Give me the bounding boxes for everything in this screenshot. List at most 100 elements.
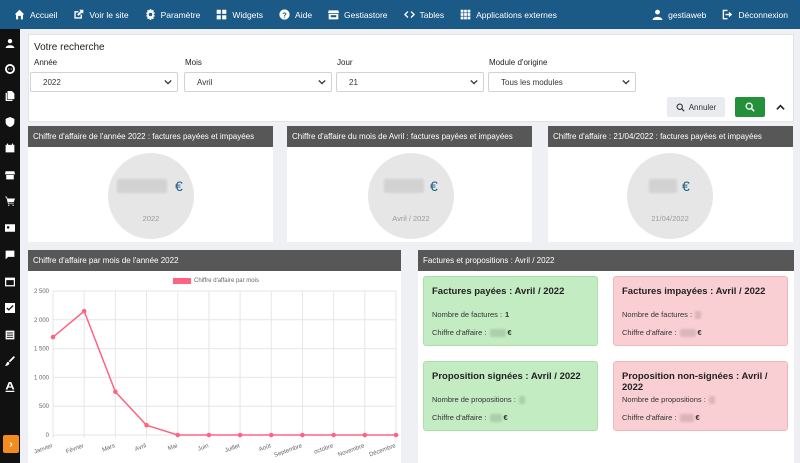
search-panel: Votre recherche Année 2022 Mois Avril Jo… (28, 34, 794, 122)
currency-symbol: € (175, 178, 183, 194)
factures-card: Factures et propositions : Avril / 2022 … (418, 250, 794, 463)
x-tick-label: octobre (313, 443, 334, 456)
count-value: 1 (505, 310, 510, 319)
search-button[interactable] (735, 97, 765, 117)
currency-symbol: € (430, 178, 438, 194)
jour-select[interactable]: 21 (336, 72, 484, 92)
redacted-count (695, 310, 702, 319)
apps-grid-icon (460, 9, 471, 20)
chevron-down-icon (164, 79, 172, 85)
text-format-icon[interactable] (4, 381, 16, 393)
nav-label: Gestiastore (344, 9, 388, 20)
data-point (50, 334, 56, 340)
count-line: Nombre de factures : 1 (432, 310, 509, 319)
count-line: Nombre de factures : (622, 310, 703, 319)
y-tick-label: 0 (46, 433, 50, 439)
nav-label: Aide (295, 9, 313, 20)
cart-icon[interactable] (4, 195, 16, 207)
store-icon (328, 10, 340, 20)
ca-line: Chiffre d'affaire : € (432, 413, 508, 422)
documents-icon[interactable] (4, 90, 16, 102)
window-icon[interactable] (4, 276, 16, 288)
count-line: Nombre de propositions : (622, 395, 717, 404)
period-label: 21/04/2022 (651, 214, 689, 223)
count-label: Nombre de propositions : (622, 395, 706, 404)
nav-user[interactable]: gestiaweb (644, 0, 714, 29)
annee-value: 2022 (43, 77, 61, 87)
count-label: Nombre de factures : (622, 310, 693, 319)
search-icon (745, 102, 755, 112)
legend-swatch (173, 278, 191, 284)
y-tick-label: 500 (39, 404, 50, 410)
nav-gestiastore[interactable]: Gestiastore (320, 0, 395, 29)
y-tick-label: 1 000 (34, 375, 50, 381)
nav-label: Voir le site (89, 9, 129, 20)
stat-card-month: Chiffre d'affaire du mois de Avril : fac… (287, 126, 532, 242)
nav-parametre[interactable]: Paramètre (137, 0, 209, 29)
chevron-down-icon (318, 79, 326, 85)
nav-label: Widgets (232, 9, 264, 20)
sidebar-expand-button[interactable]: › (3, 435, 19, 453)
external-link-icon (74, 9, 84, 19)
mois-select[interactable]: Avril (184, 72, 332, 92)
module-label: Module d'origine (489, 58, 548, 67)
card-title: Chiffre d'affaire du mois de Avril : fac… (287, 126, 532, 147)
brush-icon[interactable] (4, 355, 16, 367)
checkbox-icon[interactable] (4, 302, 16, 314)
chat-icon[interactable] (4, 249, 16, 261)
count-label: Nombre de propositions : (432, 395, 516, 404)
search-icon (676, 103, 685, 112)
face-icon[interactable] (4, 63, 16, 75)
nav-user-label: gestiaweb (668, 9, 707, 20)
nav-aide[interactable]: ? Aide (271, 0, 320, 29)
nav-tables[interactable]: Tables (396, 0, 453, 29)
collapse-button[interactable] (774, 101, 786, 113)
nav-applications-externes[interactable]: Applications externes (452, 0, 565, 29)
nav-label: Déconnexion (738, 9, 788, 20)
annee-select[interactable]: 2022 (30, 72, 178, 92)
chevron-down-icon (622, 79, 630, 85)
currency-symbol: € (682, 178, 690, 194)
user-icon[interactable] (4, 37, 16, 49)
ca-line: Chiffre d'affaire : € (432, 328, 512, 337)
period-label: 2022 (142, 214, 160, 223)
currency-symbol: € (507, 328, 512, 337)
data-point (331, 432, 336, 438)
y-tick-label: 2 500 (34, 289, 50, 295)
ca-line: Chiffre d'affaire : € (622, 413, 700, 422)
data-point (113, 389, 118, 395)
annee-label: Année (34, 58, 58, 67)
nav-widgets[interactable]: Widgets (208, 0, 271, 29)
nav-accueil[interactable]: Accueil (6, 0, 65, 29)
currency-symbol: € (503, 413, 508, 422)
shield-icon[interactable] (4, 116, 16, 128)
annuler-button[interactable]: Annuler (667, 97, 725, 117)
storefront-icon[interactable] (4, 169, 16, 181)
propositions-non-signees-box: Proposition non-signées : Avril / 2022 N… (613, 361, 788, 431)
x-tick-label: Mai (167, 443, 178, 452)
x-tick-label: Juin (197, 443, 209, 452)
module-select[interactable]: Tous les modules (488, 72, 636, 92)
x-tick-label: Août (258, 443, 272, 453)
redacted-amount (649, 179, 677, 193)
nav-label: Paramètre (160, 9, 201, 20)
currency-symbol: € (697, 328, 702, 337)
legend-label: Chiffre d'affaire par mois (194, 278, 259, 284)
x-tick-label: Avril (134, 443, 147, 453)
code-icon (403, 11, 415, 18)
stat-circle: € Avril / 2022 (368, 153, 454, 239)
nav-deconnexion[interactable]: Déconnexion (714, 0, 796, 29)
nav-label: Tables (419, 9, 445, 20)
home-icon (14, 9, 25, 20)
redacted-amount (489, 328, 506, 337)
nav-voir-le-site[interactable]: Voir le site (65, 0, 136, 29)
data-point (393, 432, 399, 438)
calendar-icon[interactable] (4, 142, 16, 154)
period-label: Avril / 2022 (392, 214, 430, 223)
jour-value: 21 (349, 77, 358, 87)
chevron-up-icon (775, 104, 785, 110)
list-icon[interactable] (4, 329, 16, 341)
chart-legend[interactable]: Chiffre d'affaire par mois (173, 278, 259, 284)
contact-card-icon[interactable] (4, 222, 16, 234)
box-title: Proposition signées : Avril / 2022 (432, 371, 581, 382)
